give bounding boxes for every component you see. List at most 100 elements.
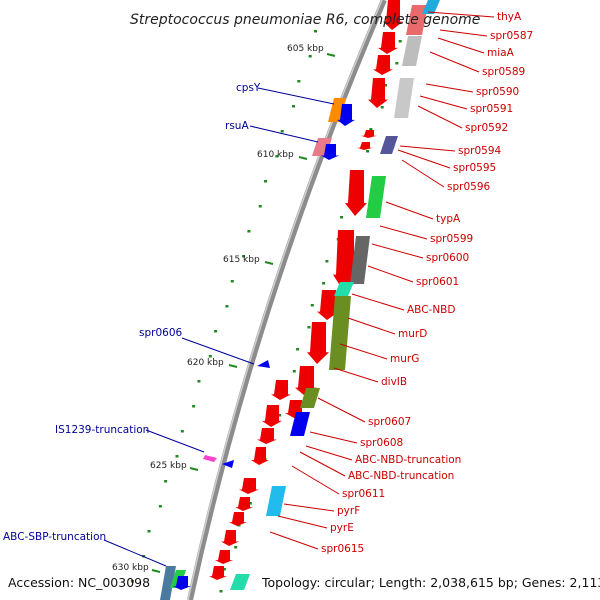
leader-line-left [257,87,335,105]
gc-mark [296,348,300,351]
gene-label-spr0611[interactable]: spr0611 [342,488,385,500]
gene-block [266,486,286,516]
gc-mark [292,370,296,373]
gene-label-spr0594[interactable]: spr0594 [458,145,501,157]
gene-label-spr0606[interactable]: spr0606 [139,327,182,339]
gene-block [394,78,414,118]
leader-line-right [425,83,474,93]
gene-label-ABC-NBD-truncation-2[interactable]: ABC-NBD-truncation [348,470,454,482]
forward-gene [368,78,388,108]
gene-label-spr0590[interactable]: spr0590 [476,86,519,98]
gene-label-spr0596[interactable]: spr0596 [447,181,490,193]
gc-mark [395,62,399,65]
gene-label-spr0591[interactable]: spr0591 [470,103,513,115]
forward-gene [235,497,253,511]
leader-line-right [333,367,379,383]
kbp-tick [298,156,308,160]
gc-mark [292,105,296,108]
kbp-label: 625 kbp [150,461,187,471]
leader-line-left [145,429,205,453]
leader-line-right [299,451,346,477]
gene-features [160,0,440,600]
gene-label-spr0608[interactable]: spr0608 [360,437,403,449]
gc-mark [222,568,226,571]
kbp-label: 615 kbp [223,255,260,265]
gc-mark [230,280,234,283]
gc-mark [380,106,384,109]
kbp-ticks [151,53,336,573]
gene-label-IS1239-truncation[interactable]: IS1239-truncation [55,424,149,436]
gene-label-pyrF[interactable]: pyrF [337,505,360,517]
gene-label-cpsY[interactable]: cpsY [236,82,261,94]
leader-line-right [339,343,388,360]
forward-gene [257,428,277,444]
gc-mark [340,216,344,219]
gc-mark [130,580,134,583]
leader-line-right [397,149,451,169]
gc-mark [275,155,279,158]
gene-label-spr0615[interactable]: spr0615 [321,543,364,555]
gene-label-spr0600[interactable]: spr0600 [426,252,469,264]
forward-gene [307,322,329,364]
gene-block [230,574,250,590]
kbp-tick [189,467,199,471]
topology-text: Topology: circular; Length: 2,038,615 bp… [261,575,600,590]
gene-label-divIB[interactable]: divIB [381,376,407,388]
leader-line-right [427,11,495,18]
gene-label-spr0601[interactable]: spr0601 [416,276,459,288]
leader-line-right [367,265,414,283]
gc-mark [308,55,312,58]
gene-label-miaA[interactable]: miaA [487,47,515,59]
leader-line-left [103,539,167,567]
leader-line-right [291,465,340,495]
gc-mark [322,282,326,285]
gene-label-murD[interactable]: murD [398,328,427,340]
gc-mark [248,502,252,505]
forward-gene [373,55,393,75]
leader-line-right [437,37,485,54]
gc-mark [242,255,246,258]
gene-label-spr0589[interactable]: spr0589 [482,66,525,78]
gene-label-spr0592[interactable]: spr0592 [465,122,508,134]
gene-label-murG[interactable]: murG [390,353,419,365]
gene-label-pyrE[interactable]: pyrE [330,522,354,534]
gc-mark [258,205,262,208]
map-title: Streptococcus pneumoniae R6, complete ge… [130,12,480,28]
forward-gene [239,478,259,494]
gc-mark [297,80,301,83]
leader-line-right [371,243,424,259]
gc-mark [366,150,370,153]
gene-label-spr0587[interactable]: spr0587 [490,30,533,42]
gc-mark [280,130,284,133]
gc-mark [192,405,196,408]
leader-line-right [399,145,456,152]
leader-line-right [283,503,335,512]
gene-block [422,0,440,14]
gc-mark [197,380,201,383]
gene-label-typA[interactable]: typA [436,213,461,225]
gene-block [402,36,422,66]
is-element [203,455,217,462]
gene-label-ABC-SBP-truncation[interactable]: ABC-SBP-truncation [3,531,106,543]
leader-line-right [269,531,319,550]
gene-label-rsuA[interactable]: rsuA [225,120,249,132]
leader-line-right [439,29,488,37]
leader-line-right [277,515,328,529]
gene-block [406,5,428,35]
gene-label-thyA[interactable]: thyA [497,11,522,23]
gene-label-spr0607[interactable]: spr0607 [368,416,411,428]
kbp-tick [228,364,238,368]
gene-label-spr0599[interactable]: spr0599 [430,233,473,245]
gene-block [380,136,398,154]
gc-mark [237,524,241,527]
gc-mark [398,40,402,43]
kbp-label: 620 kbp [187,358,224,368]
gene-label-ABC-NBD[interactable]: ABC-NBD [407,304,455,316]
kbp-label: 630 kbp [112,563,149,573]
gc-mark [214,330,218,333]
gene-label-spr0595[interactable]: spr0595 [453,162,496,174]
kbp-tick [151,569,161,573]
gene-label-ABC-NBD-truncation-1[interactable]: ABC-NBD-truncation [355,454,461,466]
forward-gene [357,142,373,150]
